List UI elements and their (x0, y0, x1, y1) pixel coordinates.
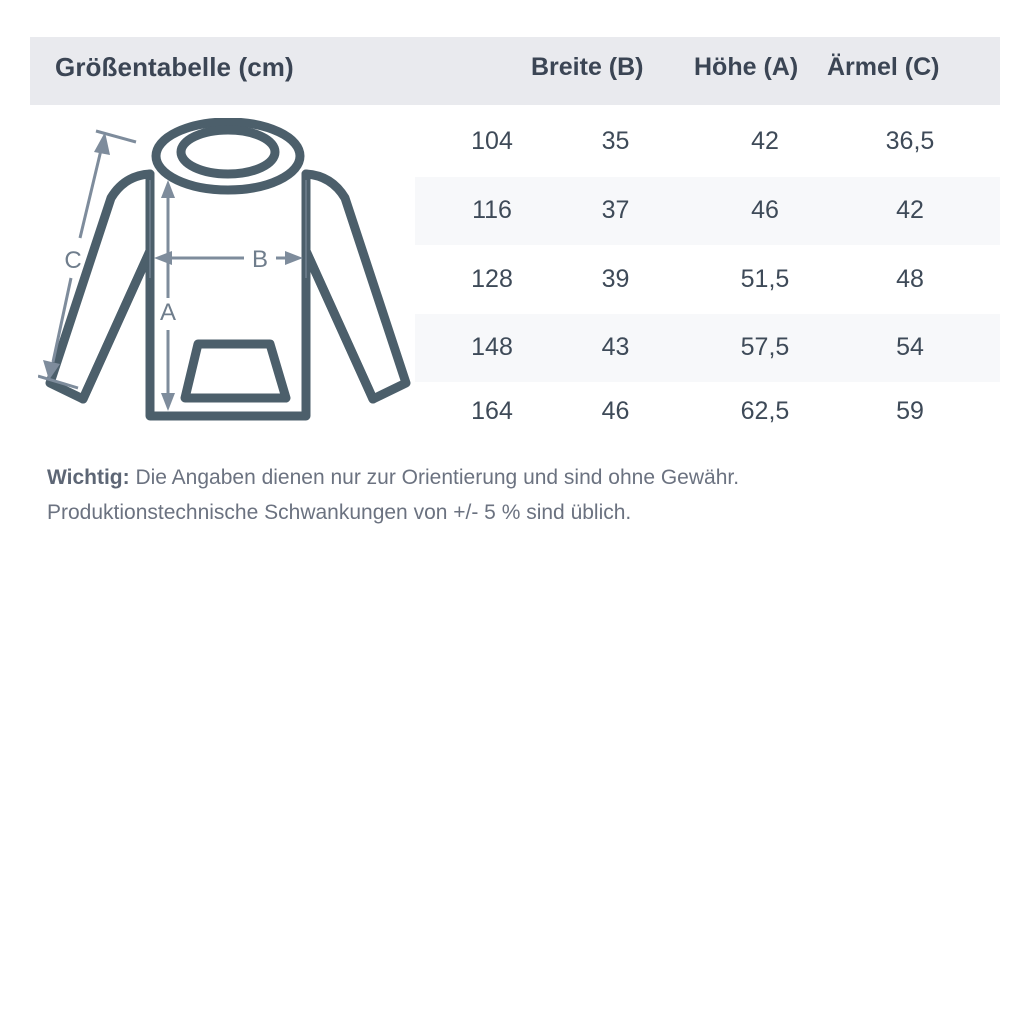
dimension-label-c: C (64, 247, 81, 274)
column-header-aermel: Ärmel (C) (827, 53, 940, 81)
table-cell-breite: 43 (601, 333, 630, 361)
table-cell-hoehe: 57,5 (740, 333, 790, 361)
table-row-stripe (415, 177, 1000, 245)
table-cell-breite: 46 (601, 397, 630, 425)
table-cell-size: 164 (471, 397, 513, 425)
dimension-c (37, 129, 137, 390)
table-cell-hoehe: 62,5 (740, 397, 790, 425)
table-cell-aermel: 36,5 (885, 127, 935, 155)
table-cell-size: 104 (471, 127, 513, 155)
table-cell-size: 148 (471, 333, 513, 361)
table-cell-breite: 37 (601, 196, 630, 224)
table-cell-size: 128 (471, 265, 513, 293)
table-cell-aermel: 54 (896, 333, 924, 361)
dimension-b (149, 180, 307, 278)
table-cell-hoehe: 42 (751, 127, 779, 155)
column-header-hoehe: Höhe (A) (694, 53, 799, 81)
hoodie-icon (45, 117, 411, 421)
table-cell-aermel: 42 (896, 196, 924, 224)
table-cell-hoehe: 51,5 (740, 265, 790, 293)
disclaimer-line-2: Produktionstechnische Schwankungen von +… (47, 501, 632, 524)
column-header-breite: Breite (B) (531, 53, 644, 81)
dimension-annotations (37, 129, 307, 411)
disclaimer-line-1: Die Angaben dienen nur zur Orientierung … (129, 466, 740, 489)
table-cell-aermel: 59 (896, 397, 924, 425)
disclaimer: Wichtig: Die Angaben dienen nur zur Orie… (47, 460, 987, 530)
table-cell-breite: 39 (601, 265, 630, 293)
disclaimer-label: Wichtig: (47, 466, 130, 489)
table-cell-size: 116 (472, 196, 512, 224)
dimension-label-b: B (252, 246, 268, 273)
dimension-label-a: A (160, 299, 176, 326)
page-title: Größentabelle (cm) (55, 52, 294, 82)
table-cell-hoehe: 46 (751, 196, 779, 224)
table-cell-aermel: 48 (896, 265, 924, 293)
table-cell-breite: 35 (601, 127, 630, 155)
hoodie-diagram: A B C (37, 117, 428, 443)
dimension-a (161, 180, 175, 411)
table-header-band (30, 37, 1000, 105)
table-row-stripe (415, 314, 1000, 382)
